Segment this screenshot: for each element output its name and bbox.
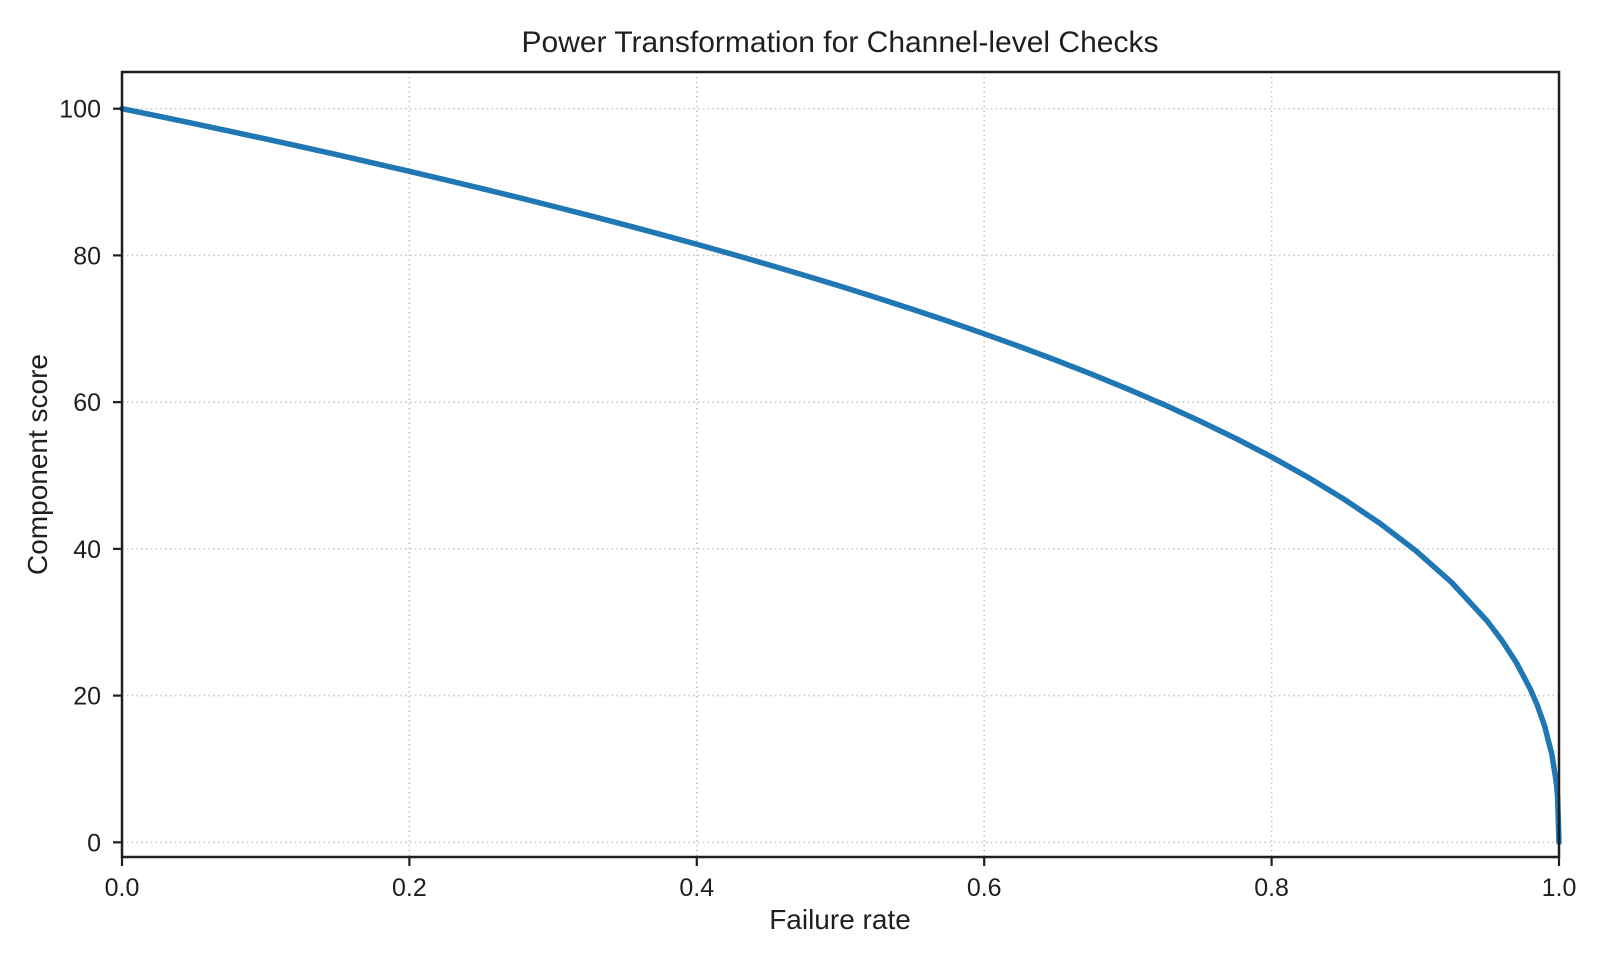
axis-ticks bbox=[113, 107, 1561, 866]
chart-title: Power Transformation for Channel-level C… bbox=[522, 26, 1159, 59]
component-score-curve bbox=[119, 105, 1562, 846]
y-tick-label: 20 bbox=[73, 683, 101, 711]
x-axis-label: Failure rate bbox=[769, 904, 911, 935]
plot-border bbox=[120, 70, 1561, 859]
x-tick-label: 0.6 bbox=[967, 874, 1002, 902]
x-tick-label: 0.4 bbox=[679, 874, 714, 902]
x-tick-label: 0.0 bbox=[105, 874, 140, 902]
tick-labels: 0.0 0.2 0.4 0.6 0.8 1.0 0 20 40 60 80 100 bbox=[59, 96, 1576, 902]
gridlines bbox=[121, 72, 1560, 857]
line-series bbox=[119, 105, 1562, 846]
x-tick-label: 1.0 bbox=[1542, 874, 1577, 902]
y-axis-label: Component score bbox=[22, 354, 53, 575]
y-tick-label: 100 bbox=[59, 96, 101, 124]
y-tick-label: 0 bbox=[87, 829, 101, 857]
x-tick-label: 0.8 bbox=[1254, 874, 1289, 902]
y-tick-label: 40 bbox=[73, 536, 101, 564]
x-tick-label: 0.2 bbox=[392, 874, 427, 902]
y-tick-label: 80 bbox=[73, 242, 101, 270]
y-tick-label: 60 bbox=[73, 389, 101, 417]
